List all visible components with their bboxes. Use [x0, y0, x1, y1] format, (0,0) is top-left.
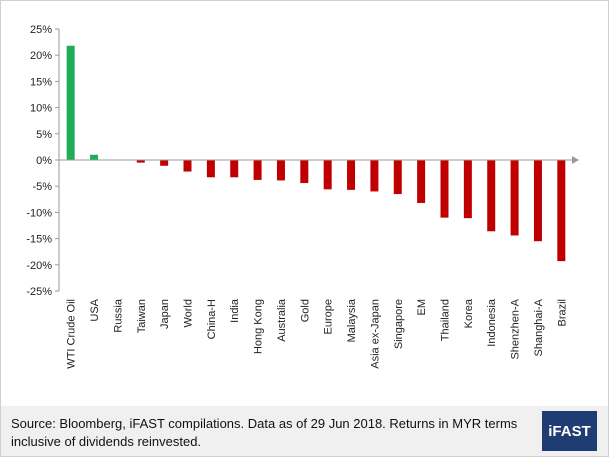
x-tick-label: Singapore	[393, 299, 405, 349]
x-tick-label: China-H	[206, 299, 218, 339]
x-tick-label: Australia	[276, 298, 288, 342]
x-tick-label: USA	[89, 298, 101, 321]
bar-europe	[323, 160, 332, 190]
x-tick-label: Gold	[299, 299, 311, 322]
x-tick-label: Thailand	[440, 299, 452, 341]
x-axis-arrow-icon	[572, 156, 579, 164]
bar-shanghai-a	[533, 160, 542, 242]
bar-singapore	[393, 160, 402, 195]
bar-japan	[160, 160, 169, 166]
x-tick-label: Russia	[112, 298, 124, 333]
y-tick-label: 0%	[36, 155, 52, 167]
bar-korea	[463, 160, 472, 219]
footer: Source: Bloomberg, iFAST compilations. D…	[1, 406, 608, 456]
x-tick-label: Europe	[323, 299, 335, 334]
x-tick-label: Hong Kong	[253, 299, 265, 354]
x-tick-label: EM	[416, 299, 428, 316]
x-tick-label: World	[183, 299, 195, 328]
source-note: Source: Bloomberg, iFAST compilations. D…	[11, 416, 518, 449]
bar-hong-kong	[253, 160, 262, 180]
bar-taiwan	[136, 160, 145, 163]
y-tick-label: 25%	[30, 24, 52, 36]
y-tick-label: -15%	[26, 234, 52, 246]
x-tick-label: Korea	[463, 298, 475, 328]
x-tick-label: WTI Crude Oil	[66, 299, 78, 369]
bar-chart: 25% 20% 15% 10% 5% 0% -5% -10% -15% -20% -25% WTI C…	[26, 24, 579, 369]
y-tick-label: -25%	[26, 286, 52, 298]
y-tick-label: -20%	[26, 260, 52, 272]
x-tick-label: Taiwan	[136, 299, 148, 333]
x-tick-label: Indonesia	[486, 298, 498, 347]
x-tick-label: Japan	[159, 299, 171, 329]
y-tick-label: 20%	[30, 50, 52, 62]
bar-china-h	[206, 160, 215, 178]
bar-em	[417, 160, 426, 203]
bar-malaysia	[347, 160, 356, 190]
x-tick-label: Malaysia	[346, 298, 358, 342]
ifast-logo: iFAST	[542, 411, 597, 451]
y-tick-label: -5%	[32, 181, 52, 193]
bar-australia	[276, 160, 285, 181]
x-tick-label: Shenzhen-A	[510, 298, 522, 359]
bar-asia-ex-japan	[370, 160, 379, 192]
x-tick-label: Shanghai-A	[533, 298, 545, 356]
bar-usa	[90, 154, 99, 160]
x-tick-label: Brazil	[556, 299, 568, 327]
bar-wti-crude-oil	[66, 45, 75, 160]
y-tick-label: 5%	[36, 129, 52, 141]
bar-brazil	[557, 160, 566, 262]
y-tick-label: -10%	[26, 207, 52, 219]
bar-india	[230, 160, 239, 178]
bar-gold	[300, 160, 309, 184]
x-tick-label: Asia ex-Japan	[369, 299, 381, 369]
x-tick-label: India	[229, 298, 241, 323]
bar-world	[183, 160, 192, 172]
bar-thailand	[440, 160, 449, 218]
bar-indonesia	[487, 160, 496, 232]
bar-shenzhen-a	[510, 160, 519, 236]
y-tick-label: 15%	[30, 76, 52, 88]
y-tick-label: 10%	[30, 103, 52, 115]
